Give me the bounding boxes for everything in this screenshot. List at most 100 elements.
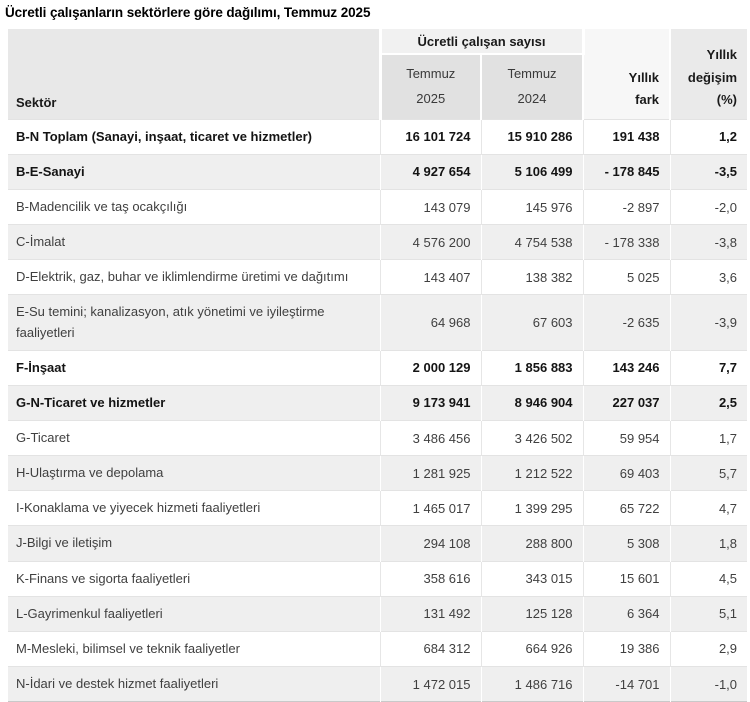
table-row: K-Finans ve sigorta faaliyetleri 358 616 3… bbox=[8, 560, 748, 597]
table-row: M-Mesleki, bilimsel ve teknik faaliyetle… bbox=[8, 630, 748, 667]
table-row: G-N-Ticaret ve hizmetler 9 173 941 8 946 9… bbox=[8, 384, 748, 421]
value-temmuz-2025: 4 927 654 bbox=[380, 153, 482, 190]
value-yillik-degisim-pct: 4,5 bbox=[670, 560, 748, 597]
value-temmuz-2024: 288 800 bbox=[481, 525, 584, 562]
value-temmuz-2024: 3 426 502 bbox=[481, 419, 584, 456]
sector-cell: H-Ulaştırma ve depolama bbox=[8, 455, 381, 491]
table-row: H-Ulaştırma ve depolama 1 281 925 1 212 52… bbox=[8, 455, 748, 491]
value-yillik-fark: - 178 845 bbox=[583, 153, 671, 190]
value-temmuz-2024: 664 926 bbox=[481, 630, 584, 667]
value-temmuz-2024: 5 106 499 bbox=[481, 153, 584, 190]
value-yillik-degisim-pct: -3,8 bbox=[670, 224, 748, 260]
table-row: C-İmalat 4 576 200 4 754 538- 178 338 -3,8 bbox=[8, 224, 748, 260]
value-temmuz-2025: 684 312 bbox=[380, 630, 482, 667]
sector-cell: B-E-Sanayi bbox=[8, 153, 381, 190]
value-yillik-fark: 6 364 bbox=[583, 595, 671, 632]
sector-cell: M-Mesleki, bilimsel ve teknik faaliyetle… bbox=[8, 630, 381, 667]
value-temmuz-2025: 1 472 015 bbox=[380, 665, 482, 702]
table-header: Sektör Ücretli çalışan sayısı Yıllık far… bbox=[8, 29, 748, 120]
value-temmuz-2025: 1 465 017 bbox=[380, 490, 482, 526]
value-yillik-degisim-pct: -2,0 bbox=[670, 188, 748, 225]
sector-cell: G-Ticaret bbox=[8, 419, 381, 456]
value-temmuz-2025: 143 079 bbox=[380, 188, 482, 225]
sector-cell: K-Finans ve sigorta faaliyetleri bbox=[8, 560, 381, 597]
value-temmuz-2025: 1 281 925 bbox=[380, 455, 482, 491]
sector-cell: L-Gayrimenkul faaliyetleri bbox=[8, 595, 381, 632]
value-yillik-fark: 69 403 bbox=[583, 455, 671, 491]
value-temmuz-2024: 1 399 295 bbox=[481, 490, 584, 526]
value-yillik-fark: 19 386 bbox=[583, 630, 671, 667]
value-temmuz-2025: 64 968 bbox=[380, 294, 482, 351]
column-header-temmuz-2024: Temmuz 2024 bbox=[481, 54, 585, 120]
value-temmuz-2024: 15 910 286 bbox=[481, 118, 584, 155]
table-row: L-Gayrimenkul faaliyetleri 131 492 125 128… bbox=[8, 595, 748, 632]
value-temmuz-2024: 8 946 904 bbox=[481, 384, 584, 421]
value-yillik-degisim-pct: -3,5 bbox=[670, 153, 748, 190]
value-yillik-degisim-pct: 5,7 bbox=[670, 455, 748, 491]
value-yillik-degisim-pct: 1,8 bbox=[670, 525, 748, 562]
value-yillik-fark: 5 308 bbox=[583, 525, 671, 562]
table-row: G-Ticaret 3 486 456 3 426 502 59 954 1,7 bbox=[8, 419, 748, 456]
value-temmuz-2024: 138 382 bbox=[481, 259, 584, 295]
value-yillik-fark: 59 954 bbox=[583, 419, 671, 456]
value-yillik-degisim-pct: 4,7 bbox=[670, 490, 748, 526]
value-temmuz-2024: 125 128 bbox=[481, 595, 584, 632]
value-yillik-fark: 143 246 bbox=[583, 349, 671, 386]
value-yillik-degisim-pct: 7,7 bbox=[670, 349, 748, 386]
sector-cell: I-Konaklama ve yiyecek hizmeti faaliyetl… bbox=[8, 490, 381, 526]
value-temmuz-2025: 143 407 bbox=[380, 259, 482, 295]
column-header-yillik-degisim: Yıllık değişim (%) bbox=[670, 29, 748, 120]
value-temmuz-2024: 1 856 883 bbox=[481, 349, 584, 386]
header-row-1: Sektör Ücretli çalışan sayısı Yıllık far… bbox=[8, 29, 748, 120]
value-temmuz-2024: 1 212 522 bbox=[481, 455, 584, 491]
value-yillik-degisim-pct: 3,6 bbox=[670, 259, 748, 295]
sector-cell: G-N-Ticaret ve hizmetler bbox=[8, 384, 381, 421]
sector-cell: J-Bilgi ve iletişim bbox=[8, 525, 381, 562]
value-yillik-degisim-pct: 1,2 bbox=[670, 118, 748, 155]
value-yillik-fark: 227 037 bbox=[583, 384, 671, 421]
value-yillik-fark: 191 438 bbox=[583, 118, 671, 155]
table-row: J-Bilgi ve iletişim 294 108 288 800 5 308 1,… bbox=[8, 525, 748, 562]
table-body: B-N Toplam (Sanayi, inşaat, ticaret ve h… bbox=[8, 118, 748, 702]
column-header-group-ucretli-calisan-sayisi: Ücretli çalışan sayısı bbox=[380, 29, 585, 55]
value-yillik-fark: - 178 338 bbox=[583, 224, 671, 260]
sector-cell: F-İnşaat bbox=[8, 349, 381, 386]
value-yillik-fark: 5 025 bbox=[583, 259, 671, 295]
table-row: D-Elektrik, gaz, buhar ve iklimlendirme … bbox=[8, 259, 748, 295]
table-row: I-Konaklama ve yiyecek hizmeti faaliyetl… bbox=[8, 490, 748, 526]
table-row: B-N Toplam (Sanayi, inşaat, ticaret ve h… bbox=[8, 118, 748, 155]
value-temmuz-2025: 294 108 bbox=[380, 525, 482, 562]
value-yillik-degisim-pct: 2,9 bbox=[670, 630, 748, 667]
sector-table: Sektör Ücretli çalışan sayısı Yıllık far… bbox=[8, 29, 748, 702]
column-header-temmuz-2025: Temmuz 2025 bbox=[380, 54, 482, 120]
header-row-2: Temmuz 2025 Temmuz 2024 bbox=[8, 54, 747, 120]
value-yillik-fark: -2 897 bbox=[583, 188, 671, 225]
sector-cell: N-İdari ve destek hizmet faaliyetleri bbox=[8, 665, 381, 702]
table-row: N-İdari ve destek hizmet faaliyetleri 1 4… bbox=[8, 665, 748, 702]
table-row: B-Madencilik ve taş ocakçılığı 143 079 145… bbox=[8, 188, 748, 225]
column-header-yillik-fark: Yıllık fark bbox=[583, 29, 672, 120]
value-yillik-fark: 15 601 bbox=[583, 560, 671, 597]
value-temmuz-2025: 358 616 bbox=[380, 560, 482, 597]
value-temmuz-2024: 67 603 bbox=[481, 294, 584, 351]
value-temmuz-2025: 3 486 456 bbox=[380, 419, 482, 456]
sector-cell: B-N Toplam (Sanayi, inşaat, ticaret ve h… bbox=[8, 118, 381, 155]
value-temmuz-2025: 4 576 200 bbox=[380, 224, 482, 260]
value-temmuz-2024: 4 754 538 bbox=[481, 224, 584, 260]
value-yillik-degisim-pct: 1,7 bbox=[670, 419, 748, 456]
table-row: E-Su temini; kanalizasyon, atık yönetimi… bbox=[8, 294, 748, 351]
column-header-sektor: Sektör bbox=[8, 29, 382, 120]
value-yillik-degisim-pct: -3,9 bbox=[670, 294, 748, 351]
sector-cell: C-İmalat bbox=[8, 224, 381, 260]
value-yillik-fark: -14 701 bbox=[583, 665, 671, 702]
value-yillik-degisim-pct: 2,5 bbox=[670, 384, 748, 421]
value-yillik-fark: 65 722 bbox=[583, 490, 671, 526]
value-temmuz-2025: 131 492 bbox=[380, 595, 482, 632]
value-temmuz-2024: 145 976 bbox=[481, 188, 584, 225]
table-row: F-İnşaat 2 000 129 1 856 883 143 246 7,7 bbox=[8, 349, 748, 386]
value-temmuz-2024: 1 486 716 bbox=[481, 665, 584, 702]
value-yillik-degisim-pct: 5,1 bbox=[670, 595, 748, 632]
value-temmuz-2025: 2 000 129 bbox=[380, 349, 482, 386]
value-yillik-fark: -2 635 bbox=[583, 294, 671, 351]
